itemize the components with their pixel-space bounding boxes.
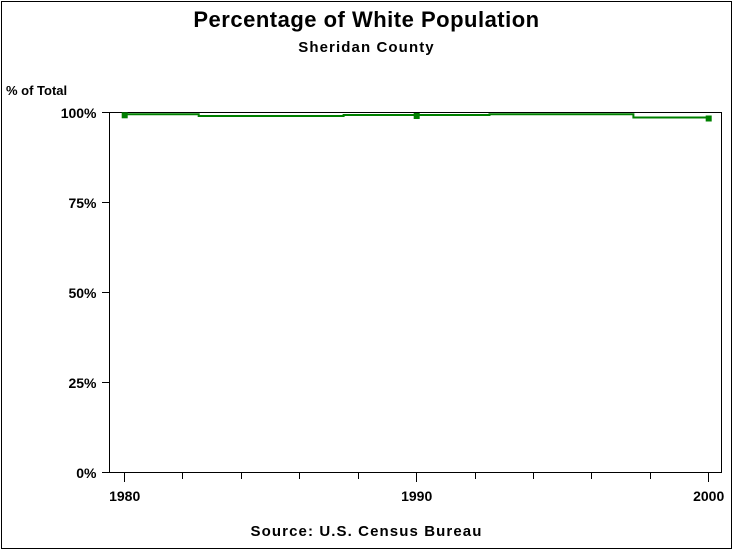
svg-text:1980: 1980: [109, 488, 140, 504]
svg-text:25%: 25%: [68, 375, 97, 391]
svg-text:100%: 100%: [61, 105, 97, 121]
svg-text:1990: 1990: [401, 488, 432, 504]
svg-text:2000: 2000: [693, 488, 724, 504]
svg-text:75%: 75%: [68, 195, 97, 211]
svg-text:50%: 50%: [68, 285, 97, 301]
svg-text:0%: 0%: [76, 465, 97, 481]
